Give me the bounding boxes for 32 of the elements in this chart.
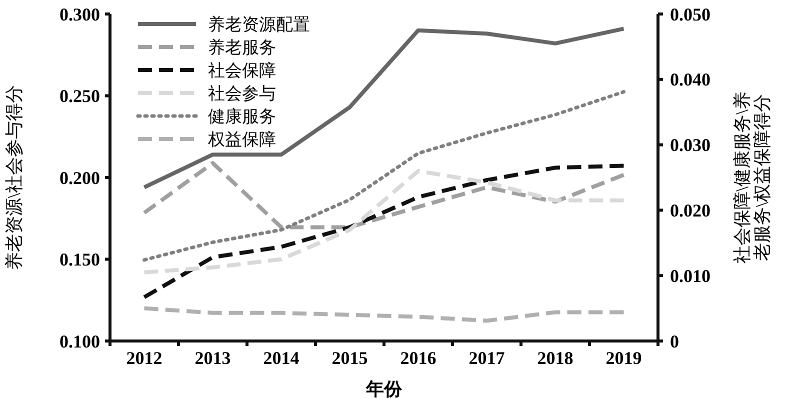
legend-label: 养老资源配置 (208, 14, 310, 34)
x-tick-label: 2014 (263, 348, 300, 368)
y2-tick-label: 0.050 (670, 4, 710, 24)
line-series (142, 306, 626, 323)
x-axis-title: 年份 (365, 379, 403, 399)
line-series (142, 168, 626, 274)
y-tick-label: 0.100 (60, 331, 100, 352)
y2-tick-label: 0.040 (670, 70, 710, 90)
line-series (142, 164, 626, 300)
y-tick-label: 0.150 (60, 250, 100, 270)
x-tick-label: 2015 (332, 348, 368, 368)
y2-tick-label: 0.010 (670, 266, 710, 286)
x-tick-label: 2019 (606, 348, 642, 368)
x-tick-label: 2013 (194, 348, 231, 368)
x-tick-label: 2017 (468, 348, 505, 368)
legend-label: 养老服务 (208, 38, 276, 57)
legend-label: 健康服务 (208, 106, 276, 126)
y2-tick-label: 0 (670, 331, 679, 352)
x-tick-label: 2018 (537, 348, 574, 368)
y-tick-label: 0.200 (60, 168, 100, 188)
x-tick-label: 2012 (126, 348, 162, 368)
legend-label: 权益保障 (207, 130, 276, 149)
y-tick-label: 0.250 (60, 86, 100, 106)
legend-label: 社会参与 (208, 84, 276, 103)
legend-label: 社会保障 (208, 60, 276, 80)
y2-tick-label: 0.020 (670, 200, 710, 220)
y2-axis-title: 社会保障\健康服务\养老服务\权益保障得分 (732, 91, 772, 264)
line-series (142, 161, 626, 230)
x-tick-label: 2016 (400, 348, 436, 368)
y-tick-label: 0.300 (60, 4, 100, 24)
y-axis-title: 养老资源\社会参与得分 (4, 84, 24, 270)
y2-tick-label: 0.030 (670, 135, 710, 156)
